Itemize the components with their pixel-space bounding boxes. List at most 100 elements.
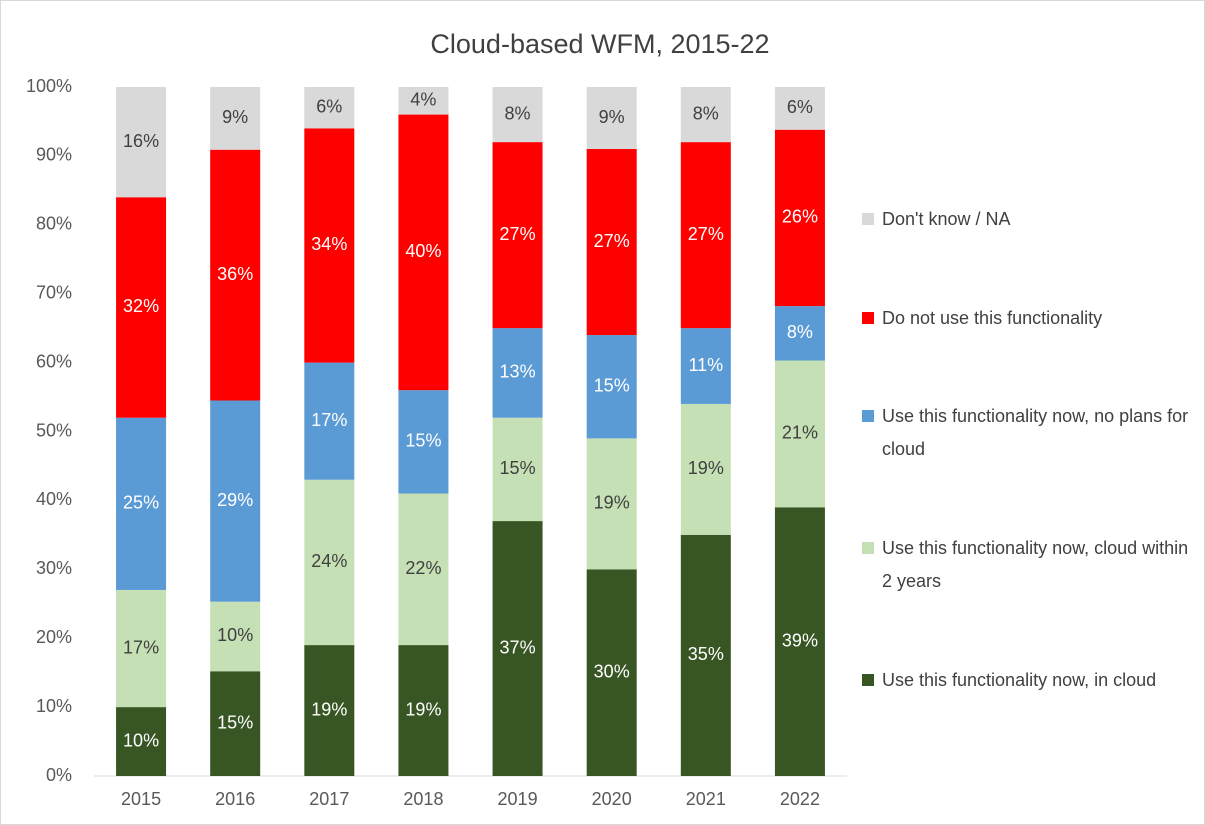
bar-segment (774, 306, 825, 361)
bar-segment (116, 197, 167, 418)
bar-segment (492, 417, 543, 522)
legend-item: Use this functionality now, in cloud (862, 664, 1192, 697)
bar-segment (210, 671, 261, 776)
y-tick-label: 20% (36, 627, 72, 647)
bar-segment (774, 87, 825, 130)
legend-item: Don't know / NA (862, 203, 1192, 236)
data-label: 9% (599, 107, 625, 127)
data-label: 9% (222, 107, 248, 127)
bar-segment (586, 569, 637, 776)
legend-label: Use this functionality now, no plans for… (882, 406, 1189, 460)
data-label: 13% (500, 362, 536, 382)
data-label: 27% (688, 224, 724, 244)
x-tick-label: 2017 (309, 789, 349, 809)
bar-segment (492, 142, 543, 329)
data-label: 15% (500, 458, 536, 478)
bar-segment (210, 87, 261, 150)
bar-segment (586, 87, 637, 150)
data-label: 8% (505, 103, 531, 123)
x-tick-label: 2019 (498, 789, 538, 809)
legend-label: Don't know / NA (882, 208, 1011, 229)
bar-segment (774, 360, 825, 508)
data-label: 11% (688, 355, 723, 375)
x-tick-label: 2022 (780, 789, 820, 809)
y-tick-label: 90% (36, 145, 72, 165)
bar-segment (116, 417, 167, 590)
bar-segment (774, 507, 825, 776)
data-label: 40% (405, 241, 441, 261)
bar-segment (116, 707, 167, 776)
data-label: 15% (405, 431, 441, 451)
bar-segment (398, 114, 449, 391)
data-label: 37% (500, 637, 536, 657)
bar-segment (116, 589, 167, 708)
data-label: 4% (410, 90, 436, 110)
bar-segment (398, 645, 449, 776)
bar-segment (210, 601, 261, 672)
bar-segment (680, 328, 731, 404)
data-label: 27% (500, 224, 536, 244)
data-label: 15% (594, 375, 630, 395)
data-label: 25% (123, 493, 159, 513)
y-tick-label: 100% (26, 76, 72, 96)
legend-swatch (862, 542, 874, 555)
data-label: 10% (123, 730, 159, 750)
y-tick-label: 0% (46, 765, 72, 785)
bar-segment (492, 521, 543, 776)
bar-segment (492, 87, 543, 143)
bar-segment (680, 142, 731, 329)
data-label: 17% (123, 637, 159, 657)
data-label: 19% (405, 699, 441, 719)
data-label: 35% (688, 644, 724, 664)
bar-segment (304, 479, 355, 646)
data-label: 36% (217, 264, 253, 284)
data-label: 34% (311, 234, 347, 254)
bar-segment (210, 400, 261, 602)
y-tick-label: 10% (36, 696, 72, 716)
x-tick-label: 2021 (686, 789, 726, 809)
data-label: 26% (782, 207, 818, 227)
bar-segment (304, 87, 355, 129)
data-label: 32% (123, 296, 159, 316)
bar-segment (398, 390, 449, 494)
x-tick-label: 2020 (592, 789, 632, 809)
legend-item: Use this functionality now, cloud within… (862, 532, 1192, 598)
bar-segment (586, 335, 637, 439)
legend-label: Use this functionality now, in cloud (882, 670, 1157, 691)
x-tick-label: 2016 (215, 789, 255, 809)
legend-swatch (862, 311, 874, 324)
bar-segment (680, 403, 731, 535)
legend: Don't know / NA Do not use this functiona… (862, 170, 1192, 730)
bar-segment (398, 493, 449, 646)
data-label: 6% (316, 96, 342, 116)
data-label: 10% (217, 625, 253, 645)
legend-item: Use this functionality now, no plans for… (862, 400, 1192, 466)
data-label: 39% (782, 630, 818, 650)
y-tick-label: 40% (36, 489, 72, 509)
bar-segment (492, 328, 543, 418)
legend-item: Do not use this functionality (862, 302, 1192, 335)
data-label: 8% (693, 103, 719, 123)
data-label: 22% (405, 558, 441, 578)
data-label: 19% (688, 458, 724, 478)
bar-segment (210, 149, 261, 401)
data-label: 19% (311, 699, 347, 719)
x-tick-label: 2018 (403, 789, 443, 809)
legend-label: Use this functionality now, cloud within… (882, 538, 1189, 592)
data-label: 19% (594, 493, 630, 513)
data-label: 6% (787, 97, 813, 117)
data-label: 30% (594, 661, 630, 681)
bar-segment (774, 129, 825, 307)
data-label: 15% (217, 712, 253, 732)
bar-segment (116, 87, 167, 198)
bar-segment (586, 149, 637, 336)
data-label: 29% (217, 490, 253, 510)
data-label: 17% (311, 410, 347, 430)
bar-segment (680, 87, 731, 143)
bar-segment (680, 534, 731, 776)
data-label: 8% (787, 322, 813, 342)
legend-swatch (862, 410, 874, 423)
legend-label: Do not use this functionality (882, 307, 1103, 328)
